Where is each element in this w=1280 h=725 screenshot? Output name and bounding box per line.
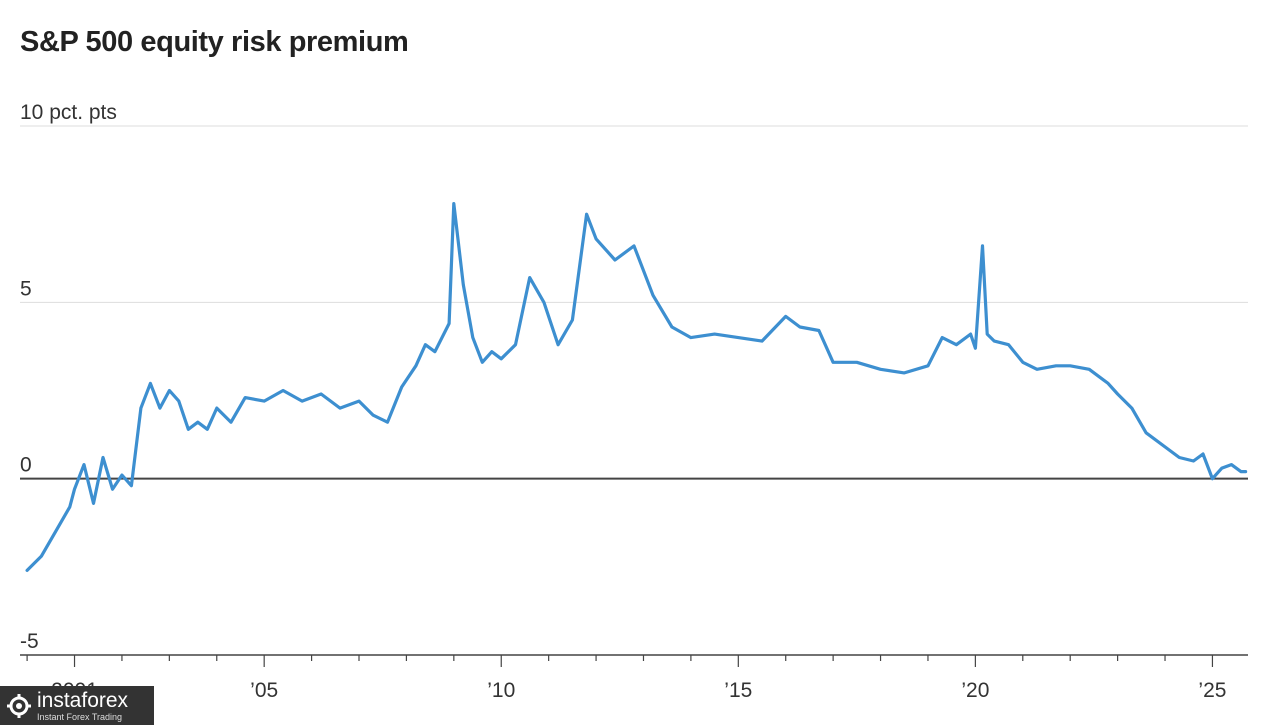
- watermark: instaforex Instant Forex Trading: [0, 686, 154, 725]
- x-axis: 2001’05’10’15’20’25: [20, 654, 1248, 702]
- gear-logo-icon: [4, 691, 34, 721]
- chart-title: S&P 500 equity risk premium: [20, 26, 409, 58]
- grid-layer: [20, 125, 1248, 656]
- x-tick-label: ’05: [250, 679, 278, 702]
- x-tick-label: ’10: [487, 679, 515, 702]
- watermark-brand: instaforex: [37, 688, 129, 712]
- series-line: [25, 202, 1248, 572]
- x-tick-label: ’20: [961, 679, 989, 702]
- y-tick-label: 0: [20, 454, 32, 477]
- y-tick-label: 10 pct. pts: [20, 101, 117, 124]
- y-tick-label: 5: [20, 277, 32, 300]
- y-tick-label: -5: [20, 630, 39, 653]
- x-tick-label: ’25: [1198, 679, 1226, 702]
- watermark-tagline: Instant Forex Trading: [37, 711, 123, 722]
- x-tick-label: ’15: [724, 679, 752, 702]
- y-tick-labels: 10 pct. pts 5 0 -5: [20, 101, 117, 653]
